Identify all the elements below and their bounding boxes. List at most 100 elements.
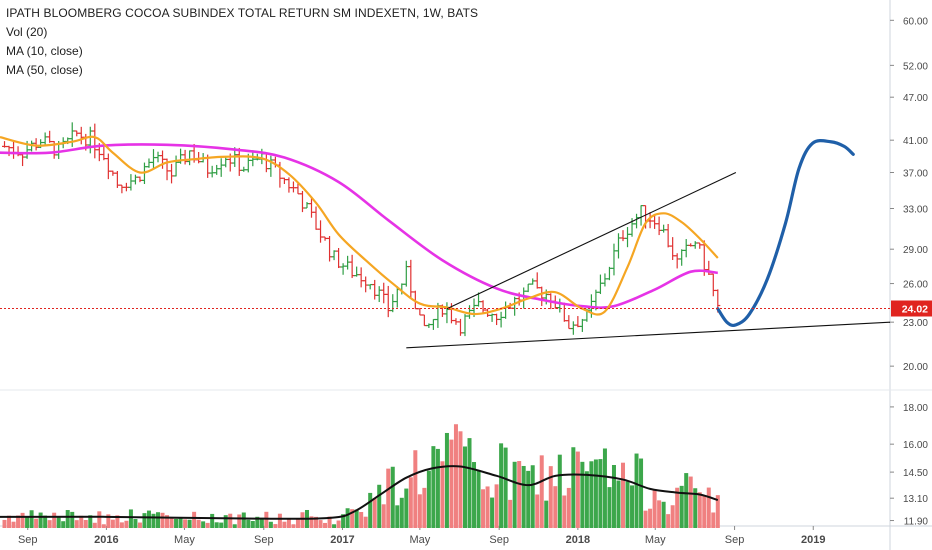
projection-curve [716, 139, 855, 328]
volume-bar [2, 519, 7, 528]
volume-tick-label: 13.10 [903, 494, 928, 505]
volume-bar [74, 520, 79, 528]
price-tick-label: 47.00 [903, 93, 928, 104]
volume-bar [174, 518, 179, 528]
last-price-badge [891, 300, 932, 317]
volume-bar [110, 519, 115, 528]
volume-bar [327, 516, 332, 528]
volume-bar [88, 515, 93, 528]
volume-bar [589, 461, 594, 528]
volume-bar [70, 511, 75, 528]
price-tick-label: 26.00 [903, 280, 928, 291]
volume-ma-line [0, 465, 719, 520]
volume-bar [494, 484, 499, 528]
volume-bar [661, 501, 666, 528]
volume-bar [363, 516, 368, 528]
volume-bar [503, 447, 508, 528]
volume-bar [630, 485, 635, 528]
volume-bar [512, 461, 517, 528]
price-tick-label: 23.00 [903, 318, 928, 329]
volume-bar [593, 459, 598, 528]
volume-bar [544, 500, 549, 528]
price-tick-label: 37.00 [903, 168, 928, 179]
volume-bars [2, 424, 720, 528]
volume-bar [38, 512, 43, 528]
volume-bar [435, 448, 440, 528]
volume-bar [449, 439, 454, 528]
volume-bar [20, 512, 25, 528]
volume-bar [453, 424, 458, 528]
volume-bar [350, 509, 355, 528]
time-tick-label: Sep [489, 534, 509, 546]
legend-ma10: MA (10, close) [6, 44, 83, 58]
volume-bar [404, 488, 409, 528]
volume-bar [386, 468, 391, 528]
volume-bar [602, 448, 607, 528]
volume-bar [508, 499, 513, 528]
volume-bar [372, 497, 377, 528]
volume-bar [648, 508, 653, 528]
volume-bar [634, 453, 639, 528]
volume-bar [675, 487, 680, 528]
volume-bar [395, 505, 400, 528]
volume-bar [196, 519, 201, 528]
volume-bar [580, 461, 585, 528]
time-tick-label: 2016 [94, 534, 118, 546]
volume-bar [526, 470, 531, 528]
volume-bar [702, 495, 707, 528]
volume-bar [250, 521, 255, 528]
volume-bar [43, 515, 48, 528]
volume-bar [408, 477, 413, 528]
volume-bar [390, 466, 395, 528]
volume-bar [693, 488, 698, 528]
volume-bar [34, 518, 39, 528]
volume-tick-label: 11.90 [904, 517, 929, 528]
volume-bar [137, 522, 142, 528]
volume-bar [223, 515, 228, 528]
volume-bar [417, 494, 422, 528]
volume-bar [79, 515, 84, 528]
volume-bar [539, 455, 544, 528]
volume-bar [314, 516, 319, 528]
volume-bar [670, 505, 675, 528]
volume-bar [65, 510, 70, 528]
volume-bar [517, 461, 522, 528]
volume-bar [462, 446, 467, 528]
volume-bar [228, 513, 233, 528]
volume-bar [535, 494, 540, 528]
volume-bar [29, 510, 34, 528]
volume-bar [201, 521, 206, 528]
volume-bar [584, 471, 589, 528]
volume-bar [530, 465, 535, 528]
volume-bar [625, 481, 630, 528]
ma10-line [0, 135, 719, 316]
trendline-resistance [446, 171, 737, 310]
volume-bar [291, 524, 296, 528]
volume-bar [115, 515, 120, 528]
legend-ma50: MA (50, close) [6, 63, 83, 77]
volume-bar [575, 451, 580, 528]
volume-bar [318, 520, 323, 528]
time-tick-label: Sep [18, 534, 38, 546]
volume-bar [282, 521, 287, 528]
volume-bar [332, 524, 337, 528]
volume-bar [259, 517, 264, 528]
volume-bar [399, 497, 404, 528]
volume-bar [476, 470, 481, 528]
time-tick-label: Sep [725, 534, 745, 546]
volume-bar [499, 443, 504, 528]
volume-bar [431, 446, 436, 528]
volume-bar [359, 511, 364, 528]
volume-bar [52, 512, 57, 528]
volume-bar [160, 512, 165, 528]
volume-bar [133, 519, 138, 528]
volume-bar [142, 513, 147, 528]
volume-bar [232, 524, 237, 528]
volume-bar [192, 511, 197, 528]
volume-bar [246, 519, 251, 528]
volume-bar [169, 517, 174, 528]
volume-bar [715, 495, 720, 528]
volume-bar [210, 513, 215, 528]
time-tick-label: 2019 [801, 534, 825, 546]
